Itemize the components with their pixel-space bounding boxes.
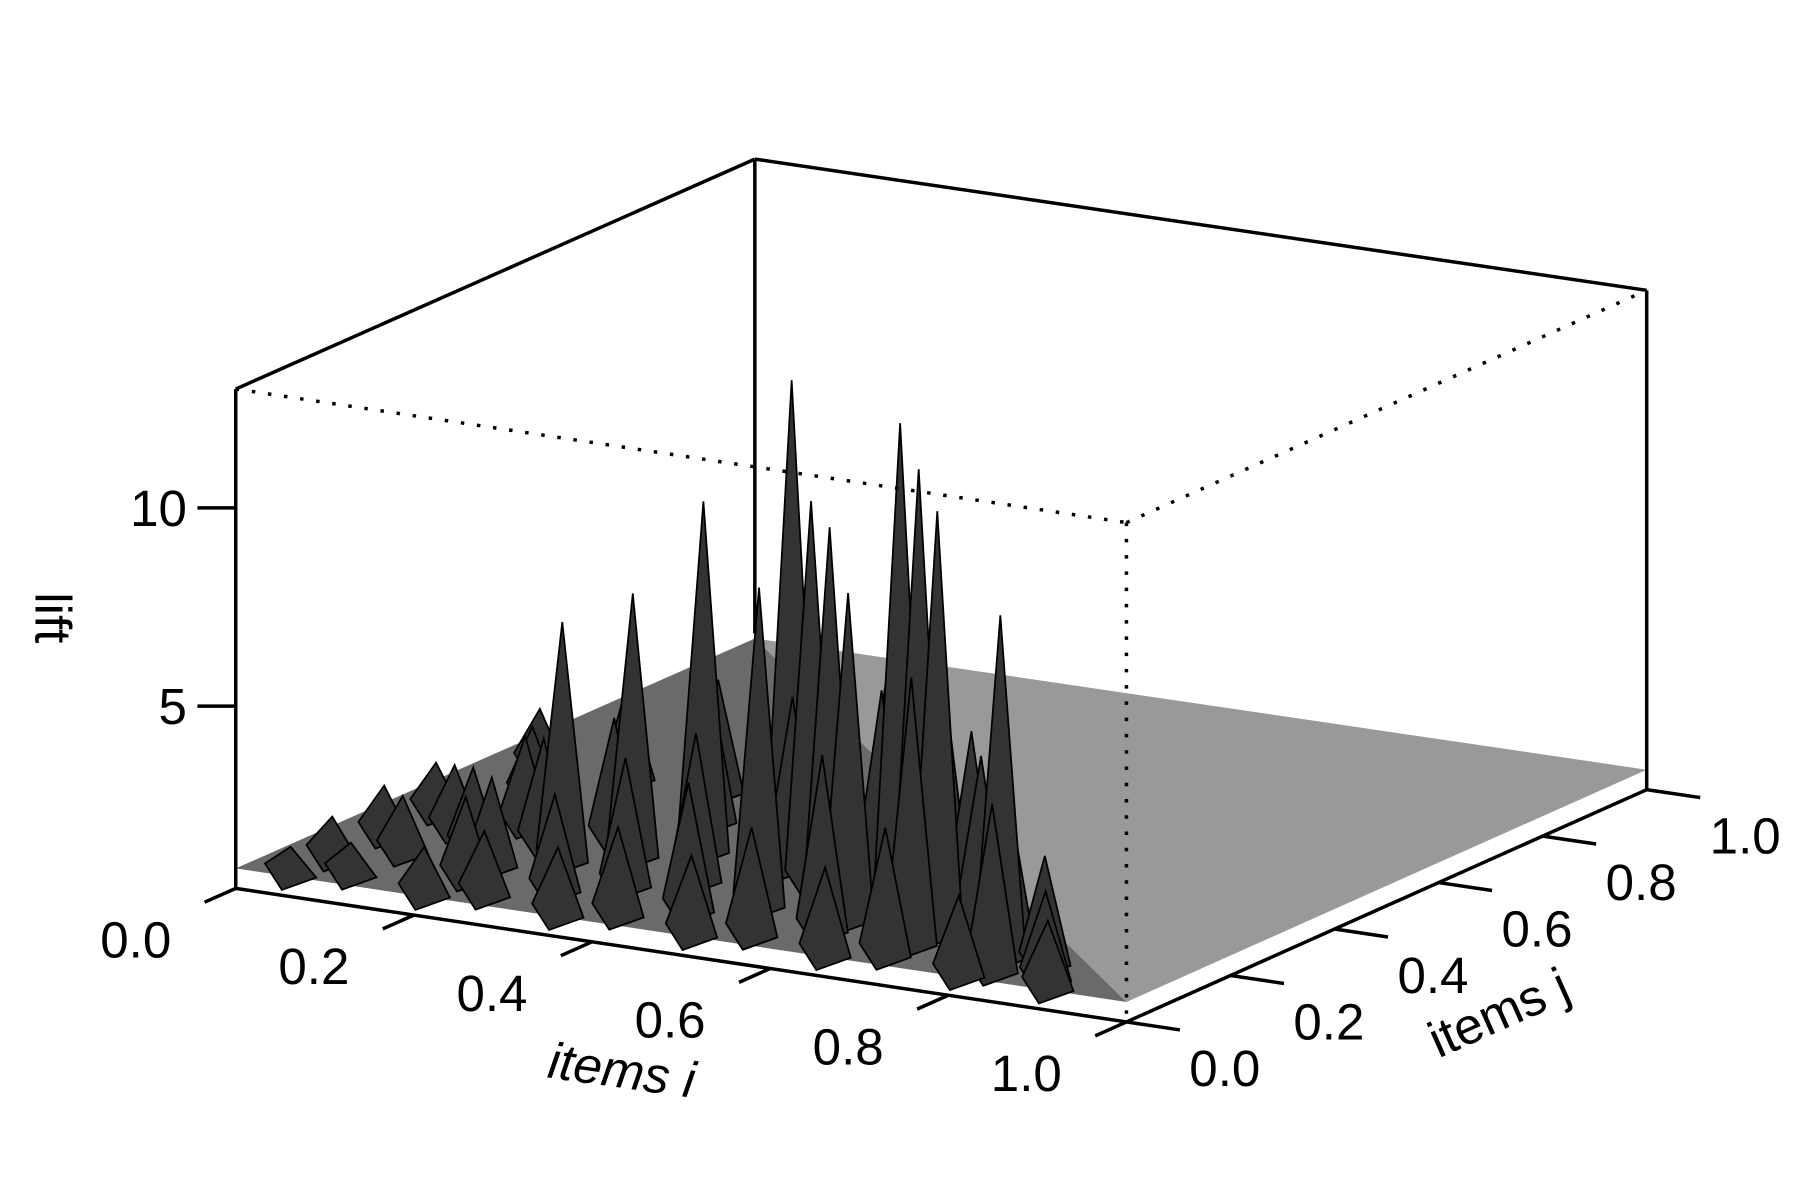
spike bbox=[591, 824, 645, 931]
y-tick-label: 0.2 bbox=[1293, 993, 1364, 1050]
box-layer: 0.0 0.2 0.4 0.6 0.8 1.0 0.0 0.2 0.4 0.6 0.8 1.0 5 10 bbox=[100, 157, 1781, 1102]
x-tick bbox=[1094, 1020, 1128, 1038]
x-tick-label: 1.0 bbox=[991, 1045, 1062, 1102]
box-edge bbox=[235, 387, 1127, 525]
y-tick bbox=[1334, 927, 1389, 939]
spike bbox=[932, 892, 986, 992]
spike bbox=[263, 845, 318, 891]
z-tick-label: 10 bbox=[130, 480, 187, 537]
y-tick-label: 1.0 bbox=[1710, 807, 1781, 864]
box-edge bbox=[235, 886, 1127, 1024]
base-plane bbox=[754, 638, 1647, 1002]
box-edge bbox=[1125, 288, 1648, 525]
x-tick-label: 0.4 bbox=[456, 965, 527, 1022]
y-tick bbox=[1542, 834, 1597, 846]
spike bbox=[1021, 918, 1075, 1005]
y-tick-label: 0.8 bbox=[1606, 854, 1677, 911]
spike bbox=[858, 827, 912, 971]
z-tick-label: 5 bbox=[159, 678, 187, 735]
spike bbox=[664, 852, 719, 952]
x-tick bbox=[382, 913, 415, 931]
x-tick-label: 0.0 bbox=[100, 911, 171, 968]
y-tick-label: 0.6 bbox=[1502, 900, 1573, 957]
y-tick bbox=[1230, 973, 1285, 986]
z-axis-label: lift bbox=[24, 592, 81, 643]
spike bbox=[531, 844, 585, 932]
spike bbox=[798, 864, 852, 972]
x-tick-label: 0.2 bbox=[278, 938, 349, 995]
spike bbox=[397, 845, 452, 912]
spike bbox=[457, 828, 512, 911]
box-edge bbox=[1125, 788, 1648, 1024]
x-tick bbox=[560, 940, 593, 958]
x-tick-label: 0.6 bbox=[635, 992, 706, 1049]
y-tick bbox=[1126, 1020, 1181, 1032]
x-tick bbox=[916, 993, 950, 1011]
y-tick-label: 0.0 bbox=[1189, 1040, 1260, 1097]
box-edge bbox=[754, 157, 1647, 293]
box-edge bbox=[235, 157, 756, 391]
spike bbox=[724, 827, 779, 951]
y-tick bbox=[1438, 880, 1493, 893]
y-tick bbox=[1646, 787, 1701, 800]
x-tick bbox=[738, 966, 771, 984]
spike-layer bbox=[263, 380, 1075, 1005]
spike bbox=[323, 841, 378, 891]
x-tick bbox=[203, 886, 237, 904]
x-tick-label: 0.8 bbox=[813, 1018, 884, 1075]
y-tick-label: 0.4 bbox=[1397, 947, 1468, 1004]
